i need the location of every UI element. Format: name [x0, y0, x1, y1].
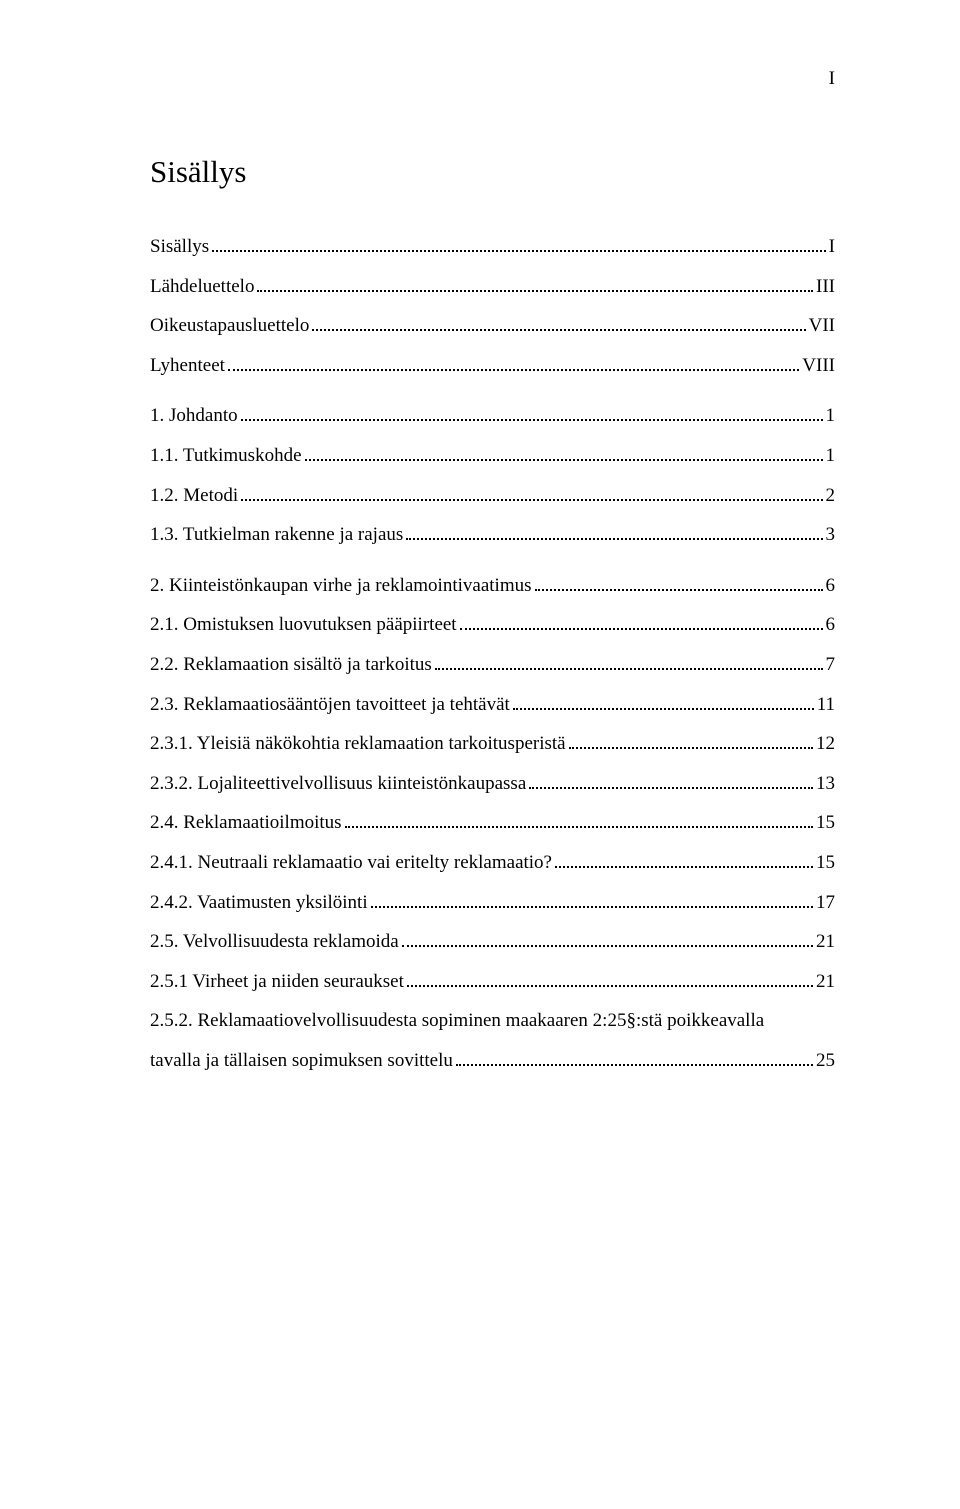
toc-entry-label: Sisällys	[150, 234, 209, 261]
toc-entry-page: 25	[816, 1048, 835, 1075]
toc-leader-dots	[241, 404, 823, 421]
toc-entry-label: Lyhenteet	[150, 353, 225, 380]
toc-entry: 2.4. Reklamaatioilmoitus 15	[150, 810, 835, 837]
toc-leader-dots	[228, 354, 799, 371]
toc-entry-page: 15	[816, 850, 835, 877]
toc-entry-label: 2.4.2. Vaatimusten yksilöinti	[150, 890, 368, 917]
toc-entry-label: 2.5.1 Virheet ja niiden seuraukset	[150, 969, 404, 996]
toc-entry-page: I	[829, 234, 835, 261]
toc-leader-dots	[407, 970, 813, 987]
toc-entry-label: 2.4.1. Neutraali reklamaatio vai eritelt…	[150, 850, 552, 877]
toc-entry-page: 1	[826, 403, 836, 430]
toc-leader-dots	[435, 653, 823, 670]
toc-leader-dots	[460, 613, 823, 630]
toc-entry-label: 2.3. Reklamaatiosääntöjen tavoitteet ja …	[150, 692, 510, 719]
toc-entry: Oikeustapausluettelo VII	[150, 313, 835, 340]
toc-entry-label: 2.5.2. Reklamaatiovelvollisuudesta sopim…	[150, 1008, 835, 1035]
toc-entry: Sisällys I	[150, 234, 835, 261]
toc-entry: Lähdeluettelo III	[150, 274, 835, 301]
toc-entry-page: VII	[809, 313, 835, 340]
toc-entry-page: 12	[816, 731, 835, 758]
toc-entry-label: 2. Kiinteistönkaupan virhe ja reklamoint…	[150, 573, 532, 600]
toc-entry: 2.3.1. Yleisiä näkökohtia reklamaation t…	[150, 731, 835, 758]
toc-entry-label: 1. Johdanto	[150, 403, 238, 430]
toc-leader-dots	[257, 275, 813, 292]
toc-leader-dots	[305, 444, 823, 461]
toc-leader-dots	[569, 732, 813, 749]
toc-entry: 2.3.2. Lojaliteettivelvollisuus kiinteis…	[150, 771, 835, 798]
toc-entry-page: 3	[826, 522, 836, 549]
toc-entry-page: VIII	[802, 353, 835, 380]
toc-leader-dots	[513, 692, 814, 709]
toc-entry: 1.3. Tutkielman rakenne ja rajaus 3	[150, 522, 835, 549]
toc-entry-page: III	[816, 274, 835, 301]
toc-entry: 2.5. Velvollisuudesta reklamoida 21	[150, 929, 835, 956]
toc-entry-page: 7	[826, 652, 836, 679]
toc-entry-label: 2.2. Reklamaation sisältö ja tarkoitus	[150, 652, 432, 679]
toc-entry: 1.2. Metodi 2	[150, 483, 835, 510]
toc-entry: 2.4.2. Vaatimusten yksilöinti 17	[150, 890, 835, 917]
toc-entry: 2.4.1. Neutraali reklamaatio vai eritelt…	[150, 850, 835, 877]
toc-entry-page: 11	[817, 692, 835, 719]
toc-entry: 2.2. Reklamaation sisältö ja tarkoitus 7	[150, 652, 835, 679]
toc-entry-label: 2.1. Omistuksen luovutuksen pääpiirteet	[150, 612, 457, 639]
toc-entry-page: 1	[826, 443, 836, 470]
toc-leader-dots	[406, 523, 822, 540]
toc-leader-dots	[535, 574, 823, 591]
toc-leader-dots	[312, 314, 805, 331]
toc-entry: 1.1. Tutkimuskohde 1	[150, 443, 835, 470]
toc-entry-label: Lähdeluettelo	[150, 274, 254, 301]
toc-leader-dots	[529, 772, 813, 789]
toc-entry: 2. Kiinteistönkaupan virhe ja reklamoint…	[150, 573, 835, 600]
document-page: I Sisällys Sisällys I Lähdeluettelo III Oi…	[0, 0, 960, 1509]
toc-entry-page: 2	[826, 483, 836, 510]
toc-entry-page: 6	[826, 573, 836, 600]
toc-entry-page: 15	[816, 810, 835, 837]
toc-entry-label: Oikeustapausluettelo	[150, 313, 309, 340]
page-marker: I	[829, 68, 835, 90]
toc-entry-label: 1.1. Tutkimuskohde	[150, 443, 302, 470]
toc-leader-dots	[371, 890, 813, 907]
toc-entry: 2.1. Omistuksen luovutuksen pääpiirteet …	[150, 612, 835, 639]
toc-entry-label: 2.4. Reklamaatioilmoitus	[150, 810, 342, 837]
toc-leader-dots	[345, 811, 813, 828]
toc-entry-line2: tavalla ja tällaisen sopimuksen sovittel…	[150, 1048, 835, 1075]
toc-entry: 2.5.1 Virheet ja niiden seuraukset 21	[150, 969, 835, 996]
toc-entry-page: 13	[816, 771, 835, 798]
toc-entry: 1. Johdanto 1	[150, 403, 835, 430]
toc-entry: 2.5.2. Reklamaatiovelvollisuudesta sopim…	[150, 1008, 835, 1074]
toc-leader-dots	[402, 930, 813, 947]
toc-entry-page: 21	[816, 929, 835, 956]
toc-entry-label: 2.3.2. Lojaliteettivelvollisuus kiinteis…	[150, 771, 526, 798]
toc-entry-page: 17	[816, 890, 835, 917]
toc-leader-dots	[555, 851, 813, 868]
toc-entry-label: 1.3. Tutkielman rakenne ja rajaus	[150, 522, 403, 549]
toc-entry-page: 6	[826, 612, 836, 639]
toc-heading: Sisällys	[150, 154, 835, 190]
toc-entry-label: 2.3.1. Yleisiä näkökohtia reklamaation t…	[150, 731, 566, 758]
toc-entry-page: 21	[816, 969, 835, 996]
toc-leader-dots	[456, 1049, 813, 1066]
toc-leader-dots	[241, 483, 822, 500]
toc-entry: 2.3. Reklamaatiosääntöjen tavoitteet ja …	[150, 692, 835, 719]
toc-leader-dots	[212, 235, 826, 252]
toc-entry-label: 1.2. Metodi	[150, 483, 238, 510]
toc-entry-label: tavalla ja tällaisen sopimuksen sovittel…	[150, 1048, 453, 1075]
toc-container: Sisällys I Lähdeluettelo III Oikeustapausl…	[150, 234, 835, 1074]
toc-entry-label: 2.5. Velvollisuudesta reklamoida	[150, 929, 399, 956]
toc-entry: Lyhenteet VIII	[150, 353, 835, 380]
